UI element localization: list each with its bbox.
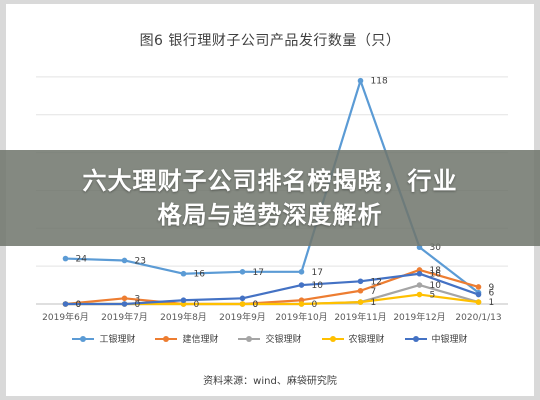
data-label: 12 <box>371 277 382 287</box>
data-point <box>357 77 364 84</box>
data-point <box>239 269 246 275</box>
data-point <box>357 287 364 294</box>
data-point <box>357 299 364 305</box>
data-point <box>416 282 423 288</box>
x-tick-layer: 2019年6月 2019年7月 2019年8月 2019年9月 2019年10月 2019… <box>42 311 501 323</box>
data-point <box>298 282 305 288</box>
data-label: 0 <box>135 300 141 310</box>
data-label: 0 <box>76 300 82 310</box>
headline-line-2: 格局与趋势深度解析 <box>157 201 383 229</box>
data-point <box>357 278 364 285</box>
x-tick-label: 2019年9月 <box>219 311 266 323</box>
data-label: 6 <box>489 289 495 299</box>
legend-label: 中银理财 <box>431 335 468 345</box>
data-label: 5 <box>430 291 436 301</box>
data-point <box>475 299 482 305</box>
x-tick-label: 2019年10月 <box>275 311 327 323</box>
data-point <box>180 270 187 277</box>
series-line <box>65 268 479 306</box>
data-label: 0 <box>312 300 318 310</box>
data-point <box>416 291 423 298</box>
data-label: 0 <box>253 300 259 310</box>
data-label: 1 <box>489 298 495 308</box>
data-label: 23 <box>135 256 146 266</box>
x-tick-label: 2019年12月 <box>393 311 445 323</box>
data-label: 3 <box>135 294 141 304</box>
legend-item: 中银理财 <box>404 332 468 345</box>
x-tick-label: 2019年8月 <box>160 311 207 323</box>
data-label: 17 <box>312 268 323 278</box>
x-tick-label: 2019年11月 <box>334 311 386 323</box>
data-point <box>121 295 128 302</box>
legend-swatch <box>72 335 95 342</box>
legend-label: 工银理财 <box>99 335 136 345</box>
data-point <box>121 301 128 307</box>
x-tick-label: 2020/1/13 <box>455 313 501 323</box>
legend-item: 交银理财 <box>238 332 302 345</box>
data-point <box>298 301 305 307</box>
legend-swatch <box>155 335 178 342</box>
data-label: 0 <box>253 300 259 310</box>
headline-banner: 六大理财子公司排名榜揭晓，行业 格局与趋势深度解析 <box>0 150 540 246</box>
headline-line-1: 六大理财子公司排名榜揭晓，行业 <box>82 167 458 195</box>
data-point <box>298 269 305 275</box>
chart-title: 图6 银行理财子公司产品发行数量（只） <box>139 33 401 49</box>
legend: 工银理财 建信理财 交银理财 农银理财 中银理财 <box>0 332 540 345</box>
source-note: 资料来源：wind、麻袋研究院 <box>203 376 337 387</box>
data-label: 16 <box>194 270 206 280</box>
legend-label: 农银理财 <box>348 335 385 345</box>
data-label: 0 <box>76 300 82 310</box>
data-point <box>416 270 423 277</box>
legend-label: 交银理财 <box>265 335 302 345</box>
series-line <box>65 272 479 306</box>
legend-swatch <box>404 335 427 342</box>
data-label: 1 <box>371 298 377 308</box>
data-point <box>475 291 482 298</box>
legend-item: 建信理财 <box>155 332 218 345</box>
legend-swatch <box>321 335 344 342</box>
legend-item: 农银理财 <box>321 332 385 345</box>
data-point <box>62 255 69 262</box>
data-point <box>475 284 482 290</box>
legend-swatch <box>238 335 261 342</box>
x-tick-label: 2019年6月 <box>42 311 89 323</box>
data-point <box>180 297 187 304</box>
data-label: 17 <box>253 268 264 278</box>
data-label: 0 <box>194 300 200 310</box>
data-label: 9 <box>489 283 495 293</box>
data-label: 24 <box>76 255 88 265</box>
legend-label: 建信理财 <box>182 335 219 345</box>
data-label: 7 <box>371 287 377 297</box>
data-label: 16 <box>430 270 442 280</box>
data-point <box>239 295 246 302</box>
data-label: 10 <box>312 281 324 291</box>
data-point <box>239 301 246 307</box>
data-point <box>121 257 128 264</box>
data-label: 30 <box>430 243 442 253</box>
data-label: 118 <box>371 77 388 87</box>
legend-item: 工银理财 <box>72 332 135 345</box>
x-tick-label: 2019年7月 <box>101 311 148 323</box>
data-point <box>62 301 69 307</box>
data-label: 18 <box>430 266 442 276</box>
data-label: 10 <box>430 281 442 291</box>
